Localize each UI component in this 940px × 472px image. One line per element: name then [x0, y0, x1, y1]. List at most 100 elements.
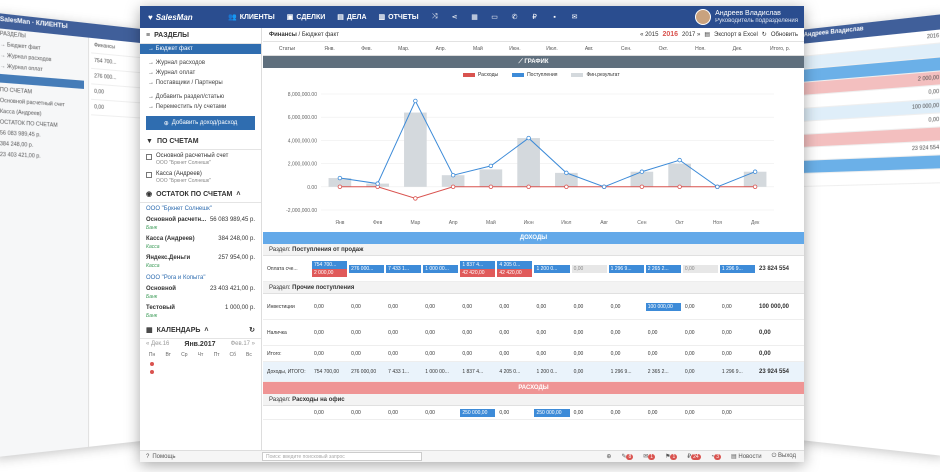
table-cell[interactable]: 4 205 0... 42 420,00 [496, 260, 533, 278]
table-cell[interactable]: 0,00 [459, 328, 496, 338]
table-cell[interactable]: 1 200 0... [533, 367, 570, 377]
sidebar-item-expense-log[interactable]: → Журнал расходов [148, 60, 206, 66]
table-cell[interactable]: 250 000,00 [459, 408, 496, 418]
sections-header[interactable]: ≡ РАЗДЕЛЫ [140, 28, 261, 44]
add-income-expense-button[interactable]: ⊕ Добавить доход/расход [146, 116, 255, 130]
year-prev[interactable]: « 2015 [640, 31, 659, 38]
table-cell[interactable]: 0,00 [682, 328, 719, 338]
accounts-header[interactable]: ▼ ПО СЧЕТАМ [140, 134, 261, 150]
table-cell[interactable]: 0,00 [608, 408, 645, 418]
calendar-header[interactable]: ▦ КАЛЕНДАРЬ ˄ ↻ [140, 322, 261, 339]
plus-icon[interactable]: ⊕ [606, 454, 612, 460]
table-cell[interactable]: 0,00 [496, 408, 533, 418]
table-cell[interactable]: 1 296 9... [608, 264, 645, 274]
checkbox[interactable] [146, 154, 152, 160]
table-cell[interactable]: 0,00 [533, 349, 570, 359]
table-cell[interactable]: 0,00 [422, 349, 459, 359]
calendar-next[interactable]: Фев.17 » [230, 341, 255, 347]
year-next[interactable]: 2017 » [682, 31, 701, 38]
refresh-button[interactable]: Обновить [770, 31, 798, 38]
table-cell[interactable]: 754 700... 2 000,00 [311, 260, 348, 278]
ruble-icon[interactable]: ₽24 [687, 454, 701, 460]
nav-clients[interactable]: 👥 КЛИЕНТЫ [222, 6, 281, 28]
sidebar-item-payment-log[interactable]: → Журнал оплат [148, 70, 196, 76]
table-cell[interactable]: 0,00 [311, 349, 348, 359]
table-cell[interactable]: 0,00 [645, 408, 682, 418]
clock-icon[interactable]: ◔ 3 [710, 453, 722, 460]
table-cell[interactable]: 1 296 9... [719, 367, 756, 377]
table-cell[interactable]: 0,00 [533, 302, 570, 312]
table-cell[interactable]: 276 000,00 [348, 367, 385, 377]
export-excel-button[interactable]: Экспорт в Excel [714, 31, 758, 38]
table-cell[interactable]: 0,00 [311, 408, 348, 418]
table-cell[interactable]: 0,00 [533, 328, 570, 338]
table-cell[interactable]: 0,00 [459, 349, 496, 359]
table-cell[interactable]: 1 837 4... 42 420,00 [459, 260, 496, 278]
table-cell[interactable]: 7 433 1... [385, 367, 422, 377]
table-cell[interactable]: 0,00 [348, 408, 385, 418]
table-cell[interactable]: 0,00 [311, 328, 348, 338]
sidebar-item-suppliers[interactable]: → Поставщики / Партнеры [148, 80, 223, 86]
table-cell[interactable]: 250 000,00 [533, 408, 570, 418]
shuffle-icon[interactable]: ⤨ [431, 13, 438, 20]
ruble-icon[interactable]: ₽ [532, 14, 537, 21]
table-cell[interactable]: 0,00 [496, 328, 533, 338]
phone-icon[interactable]: ✆ [511, 14, 518, 21]
table-cell[interactable]: 1 837 4... [459, 367, 496, 377]
table-cell[interactable]: 0,00 [496, 349, 533, 359]
table-cell[interactable]: 0,00 [682, 302, 719, 312]
table-cell[interactable]: 0,00 [311, 302, 348, 312]
search-input[interactable]: Поиск: введите поисковый запрос [262, 452, 422, 461]
table-cell[interactable]: 0,00 [608, 349, 645, 359]
refresh-icon[interactable]: ↻ [249, 327, 255, 334]
calendar-prev[interactable]: « Дек.16 [146, 341, 170, 347]
event-dot[interactable] [150, 362, 155, 366]
table-cell[interactable]: 0,00 [608, 302, 645, 312]
table-cell[interactable]: 0,00 [571, 328, 608, 338]
mail-icon[interactable]: ✉ [571, 14, 578, 21]
table-cell[interactable]: 100 000,00 [645, 302, 682, 312]
app-logo[interactable]: ♥ SalesMan [140, 13, 222, 22]
table-cell[interactable]: 0,00 [682, 408, 719, 418]
table-cell[interactable]: 0,00 [719, 408, 756, 418]
table-cell[interactable]: 0,00 [348, 302, 385, 312]
table-cell[interactable]: 0,00 [459, 302, 496, 312]
table-cell[interactable]: 0,00 [719, 328, 756, 338]
table-cell[interactable]: 0,00 [571, 302, 608, 312]
table-cell[interactable]: 0,00 [571, 408, 608, 418]
message-icon[interactable]: ✉ 1 [643, 454, 656, 460]
bell-icon[interactable]: ⚑ 1 [665, 454, 678, 460]
checkbox[interactable] [146, 172, 152, 178]
table-cell[interactable]: 4 205 0... [496, 367, 533, 377]
table-cell[interactable]: 0,00 [422, 408, 459, 418]
table-cell[interactable]: 0,00 [385, 349, 422, 359]
event-dot[interactable] [150, 370, 155, 374]
table-cell[interactable]: 0,00 [385, 302, 422, 312]
account-checkbox-main[interactable]: Основной расчетный счет [140, 150, 261, 160]
table-cell[interactable]: 1 296 9... [719, 264, 756, 274]
sidebar-item-move[interactable]: → Переместить п/у счетами [148, 104, 227, 110]
table-cell[interactable]: 1 000 00... [422, 264, 459, 274]
share-icon[interactable]: ⋖ [451, 14, 458, 21]
table-cell[interactable]: 0,00 [571, 349, 608, 359]
balance-header[interactable]: ◉ ОСТАТОК ПО СЧЕТАМ ˄ [140, 186, 261, 203]
table-cell[interactable]: 0,00 [571, 264, 608, 274]
table-cell[interactable]: 0,00 [422, 302, 459, 312]
table-cell[interactable]: 0,00 [645, 328, 682, 338]
help-link[interactable]: ? Помощь [140, 454, 262, 460]
nav-deals[interactable]: ▣ СДЕЛКИ [281, 6, 331, 28]
table-cell[interactable]: 1 296 9... [608, 367, 645, 377]
sidebar-item-budget[interactable]: → Бюджет факт [140, 44, 261, 54]
table-cell[interactable]: 0,00 [348, 349, 385, 359]
news-link[interactable]: ▤ Новости [731, 454, 762, 460]
table-cell[interactable]: 276 000... [348, 264, 385, 274]
sidebar-item-add-section[interactable]: → Добавить раздел/статью [148, 94, 225, 100]
breadcrumb-section[interactable]: Финансы [269, 31, 297, 38]
user-menu[interactable]: Андреев Владислав Руководитель подраздел… [695, 9, 804, 25]
chat-icon[interactable]: ✎ 8 [621, 454, 634, 460]
calculator-icon[interactable]: ▪ [553, 13, 556, 21]
nav-tasks[interactable]: ▤ ДЕЛА [331, 6, 372, 28]
table-cell[interactable]: 0,00 [645, 349, 682, 359]
table-cell[interactable]: 0,00 [422, 328, 459, 338]
table-cell[interactable]: 0,00 [719, 349, 756, 359]
